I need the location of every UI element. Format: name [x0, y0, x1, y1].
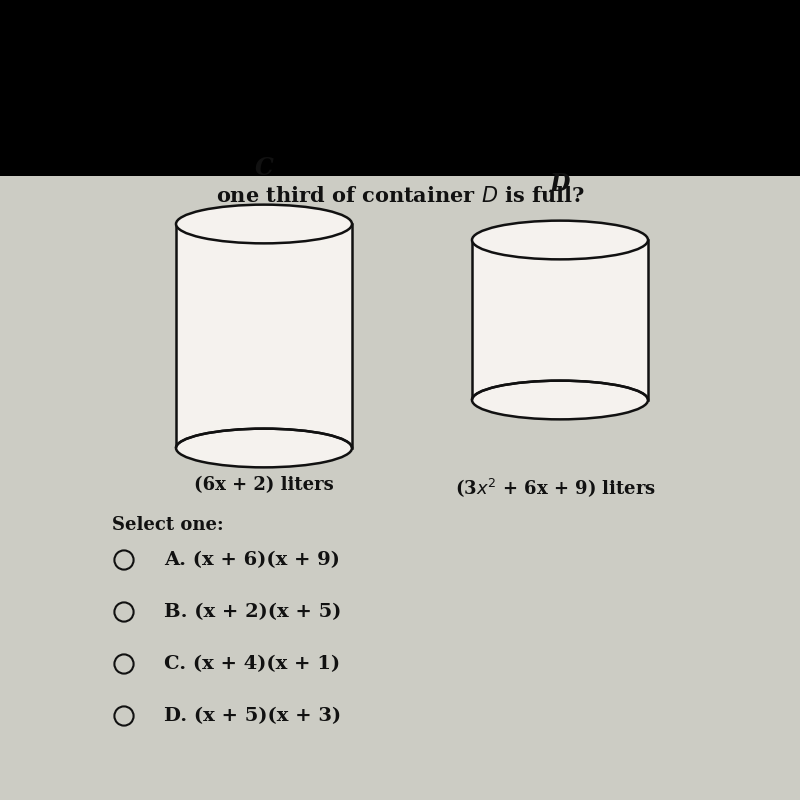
Ellipse shape	[176, 205, 352, 243]
Text: (3$x^2$ + 6x + 9) liters: (3$x^2$ + 6x + 9) liters	[455, 476, 657, 499]
Text: one third of container $\mathit{D}$ is full?: one third of container $\mathit{D}$ is f…	[216, 186, 584, 206]
Text: D. (x + 5)(x + 3): D. (x + 5)(x + 3)	[164, 707, 341, 725]
FancyBboxPatch shape	[472, 240, 648, 400]
Text: B. (x + 2)(x + 5): B. (x + 2)(x + 5)	[164, 603, 342, 621]
Ellipse shape	[472, 221, 648, 259]
Text: D: D	[550, 172, 570, 196]
Ellipse shape	[472, 381, 648, 419]
Ellipse shape	[176, 429, 352, 467]
Text: C. (x + 4)(x + 1): C. (x + 4)(x + 1)	[164, 655, 340, 673]
FancyBboxPatch shape	[176, 224, 352, 448]
Text: Select one:: Select one:	[112, 516, 224, 534]
Ellipse shape	[474, 382, 646, 418]
Text: A. (x + 6)(x + 9): A. (x + 6)(x + 9)	[164, 551, 340, 569]
Ellipse shape	[178, 430, 350, 466]
Bar	[0, 0, 800, 176]
Text: (6x + 2) liters: (6x + 2) liters	[194, 476, 334, 494]
Text: C: C	[254, 156, 274, 180]
